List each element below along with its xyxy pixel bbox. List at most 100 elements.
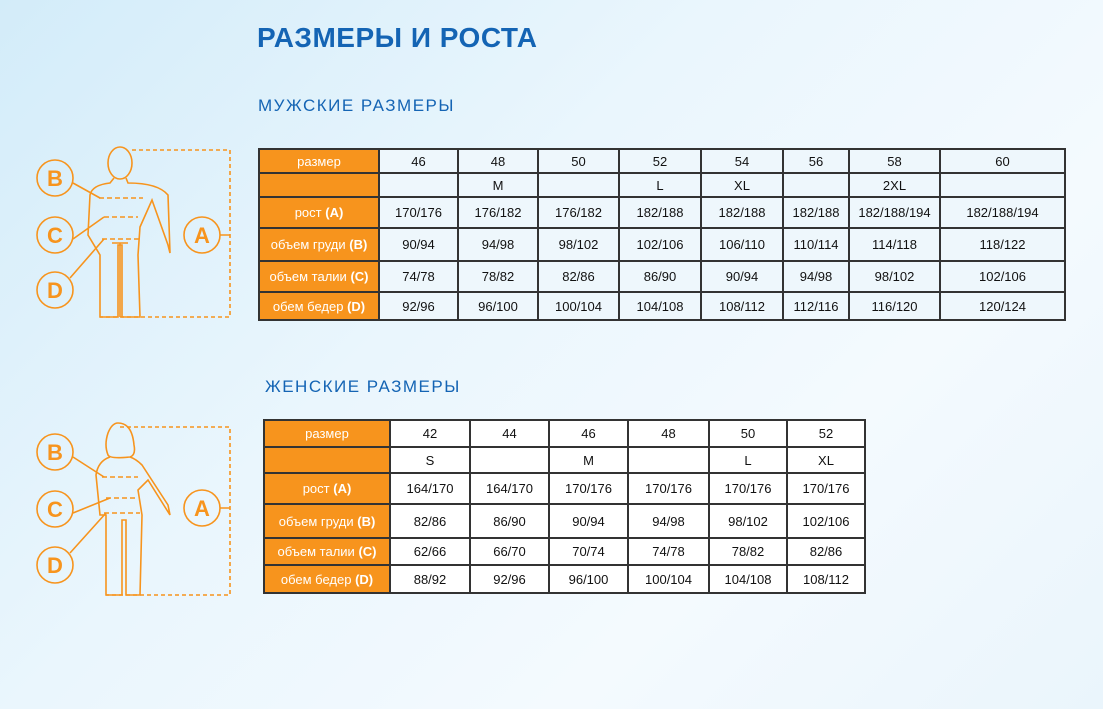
table-cell: XL: [700, 172, 784, 198]
row-label: размер: [263, 419, 391, 448]
row-label-text: размер: [297, 153, 341, 169]
table-cell: 94/98: [782, 260, 850, 293]
table-cell: 2XL: [848, 172, 941, 198]
table-row: размер 42 44 46 48 50 52: [263, 419, 866, 448]
table-cell: 96/100: [457, 291, 539, 321]
table-cell: 78/82: [708, 537, 788, 566]
table-cell: 86/90: [469, 503, 550, 539]
table-cell: 182/188: [618, 196, 702, 229]
row-label-text: обем бедер: [272, 298, 344, 314]
row-label-letter: (A): [325, 205, 344, 220]
row-label-text: обем бедер: [280, 571, 352, 587]
table-row: объем груди (B) 82/86 86/90 90/94 94/98 98/10…: [263, 503, 866, 539]
table-cell: 50: [708, 419, 788, 448]
table-cell: 182/188/194: [939, 196, 1066, 229]
table-cell: 170/176: [786, 472, 866, 505]
row-label: обем бедер (D): [263, 564, 391, 594]
table-cell: 78/82: [457, 260, 539, 293]
row-label-text: рост: [294, 205, 322, 220]
table-cell: 104/108: [708, 564, 788, 594]
table-cell: 44: [469, 419, 550, 448]
row-label-letter: (C): [358, 544, 377, 559]
table-cell: M: [548, 446, 629, 474]
page-title: РАЗМЕРЫ И РОСТА: [257, 22, 538, 53]
table-cell: 56: [782, 148, 850, 174]
table-cell: 42: [389, 419, 471, 448]
table-cell: 164/170: [389, 472, 471, 505]
row-label-text: рост: [302, 481, 330, 496]
row-label: рост (A): [263, 472, 391, 505]
table-row: рост (A) 164/170 164/170 170/176 170/176 170/…: [263, 472, 866, 505]
table-cell: S: [389, 446, 471, 474]
table-cell: 170/176: [548, 472, 629, 505]
table-cell: 58: [848, 148, 941, 174]
male-figure-diagram: B C D A: [36, 146, 231, 318]
table-cell: 86/90: [618, 260, 702, 293]
row-label: объем груди (B): [263, 503, 391, 539]
table-row: M L XL 2XL: [258, 172, 1066, 198]
letter-b: B: [47, 166, 63, 191]
table-cell: 98/102: [537, 227, 620, 262]
row-label-text: объем груди: [270, 237, 346, 252]
letter-d: D: [47, 278, 63, 303]
table-row: обем бедер (D) 92/96 96/100 100/104 104/108 1…: [258, 291, 1066, 321]
row-label-text: объем талии: [277, 544, 355, 559]
row-label-text: объем груди: [278, 513, 354, 529]
table-cell: [939, 172, 1066, 198]
table-row: обем бедер (D) 88/92 92/96 96/100 100/104 104…: [263, 564, 866, 594]
table-cell: 100/104: [627, 564, 710, 594]
table-cell: 60: [939, 148, 1066, 174]
table-cell: 94/98: [457, 227, 539, 262]
table-cell: [627, 446, 710, 474]
table-cell: 48: [627, 419, 710, 448]
row-label: рост (A): [258, 196, 380, 229]
letter-b: B: [47, 440, 63, 465]
table-cell: 100/104: [537, 291, 620, 321]
table-row: S M L XL: [263, 446, 866, 474]
table-cell: 66/70: [469, 537, 550, 566]
row-label: обем бедер (D): [258, 291, 380, 321]
table-cell: 176/182: [537, 196, 620, 229]
table-cell: 98/102: [848, 260, 941, 293]
table-cell: 94/98: [627, 503, 710, 539]
table-row: объем талии (C) 74/78 78/82 82/86 86/90 90/94…: [258, 260, 1066, 293]
table-cell: 182/188: [700, 196, 784, 229]
table-cell: 164/170: [469, 472, 550, 505]
row-label-letter: (B): [357, 513, 376, 529]
letter-a: A: [194, 223, 210, 248]
row-label: объем талии (C): [258, 260, 380, 293]
table-cell: 48: [457, 148, 539, 174]
table-cell: 82/86: [389, 503, 471, 539]
table-cell: [469, 446, 550, 474]
table-cell: 182/188: [782, 196, 850, 229]
letter-c: C: [47, 497, 63, 522]
table-cell: 90/94: [378, 227, 459, 262]
table-cell: 104/108: [618, 291, 702, 321]
table-cell: 102/106: [786, 503, 866, 539]
table-cell: [378, 172, 459, 198]
table-cell: 110/114: [782, 227, 850, 262]
table-cell: 120/124: [939, 291, 1066, 321]
table-cell: 112/116: [782, 291, 850, 321]
row-label: объем груди (B): [258, 227, 380, 262]
table-cell: 170/176: [378, 196, 459, 229]
table-cell: 92/96: [469, 564, 550, 594]
men-heading: МУЖСКИЕ РАЗМЕРЫ: [258, 96, 455, 115]
female-figure-diagram: B C D A: [36, 422, 231, 596]
table-cell: 170/176: [627, 472, 710, 505]
table-cell: L: [618, 172, 702, 198]
row-label-letter: (B): [349, 237, 368, 252]
table-cell: XL: [786, 446, 866, 474]
row-label-text: размер: [305, 426, 349, 441]
table-cell: 90/94: [548, 503, 629, 539]
letter-a: A: [194, 496, 210, 521]
table-cell: 88/92: [389, 564, 471, 594]
table-row: объем груди (B) 90/94 94/98 98/102 102/106 10…: [258, 227, 1066, 262]
table-cell: 46: [378, 148, 459, 174]
table-cell: [782, 172, 850, 198]
table-cell: 74/78: [378, 260, 459, 293]
table-row: размер 46 48 50 52 54 56 58 60: [258, 148, 1066, 174]
women-heading: ЖЕНСКИЕ РАЗМЕРЫ: [265, 377, 461, 396]
table-cell: 118/122: [939, 227, 1066, 262]
letter-d: D: [47, 553, 63, 578]
